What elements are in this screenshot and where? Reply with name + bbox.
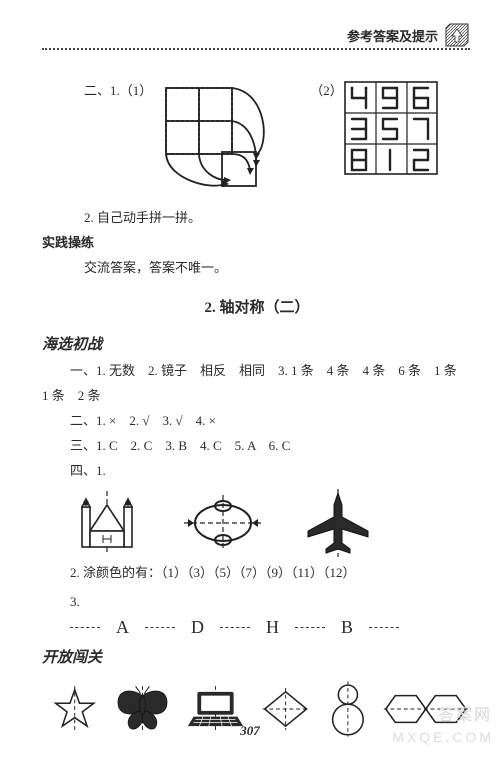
- dash-left: [70, 627, 100, 628]
- ufo-icon: [180, 493, 266, 553]
- figure-2-1-1: [152, 80, 282, 202]
- heading-kaifang: 开放闯关: [42, 646, 472, 670]
- question-2-1: 二、1.（1）: [42, 80, 472, 202]
- ans-si-2: 2. 涂颜色的有：（1）（3）（5）（7）（9）（11）（12）: [42, 563, 472, 584]
- watermark-en: MXQE.COM: [392, 729, 494, 745]
- label-2-1-1: 二、1.（1）: [84, 80, 152, 99]
- letter-B: B: [341, 617, 353, 638]
- label-2-1-2: （2）: [310, 80, 343, 99]
- ans-si-3-row: 3.: [42, 588, 472, 617]
- ans-yi: 一、1. 无数 2. 镜子 相反 相同 3. 1 条 4 条 4 条 6 条 1…: [42, 361, 472, 382]
- dash-right: [369, 627, 399, 628]
- letters-row: A D H B: [70, 617, 472, 638]
- dash-3: [295, 627, 325, 628]
- ans-er: 二、1. × 2. √ 3. √ 4. ×: [42, 411, 472, 432]
- line-2-2: 2. 自己动手拼一拼。: [42, 208, 472, 229]
- watermark-cn: 答案网: [438, 701, 492, 725]
- castle-icon: [70, 489, 144, 557]
- ans-si-1: 四、1.: [42, 461, 472, 482]
- matches-grid-icon: [152, 80, 282, 198]
- section-title: 2. 轴对称（二）: [42, 296, 472, 317]
- airplane-icon: [302, 487, 374, 559]
- ans-san: 三、1. C 2. C 3. B 4. C 5. A 6. C: [42, 436, 472, 457]
- ans-yi-2: 1 条 2 条: [42, 386, 472, 407]
- header-right: 参考答案及提示: [347, 22, 470, 48]
- page-content: 二、1.（1）: [42, 80, 472, 740]
- digits-grid-icon: [343, 80, 439, 176]
- dash-2: [220, 627, 250, 628]
- dash-1: [145, 627, 175, 628]
- letter-A: A: [116, 617, 129, 638]
- letter-D: D: [191, 617, 204, 638]
- heading-haixuan: 海选初战: [42, 333, 472, 357]
- figure-row-symmetry: [70, 487, 472, 559]
- header-badge-icon: [444, 22, 470, 48]
- figure-2-1-2: [343, 80, 439, 180]
- header-title: 参考答案及提示: [347, 26, 438, 45]
- header-dotted-divider: [42, 48, 470, 50]
- ans-si-3: 3.: [42, 592, 80, 613]
- letter-H: H: [266, 617, 279, 638]
- practice-body: 交流答案，答案不唯一。: [42, 258, 472, 279]
- heading-practice: 实践操练: [42, 233, 472, 254]
